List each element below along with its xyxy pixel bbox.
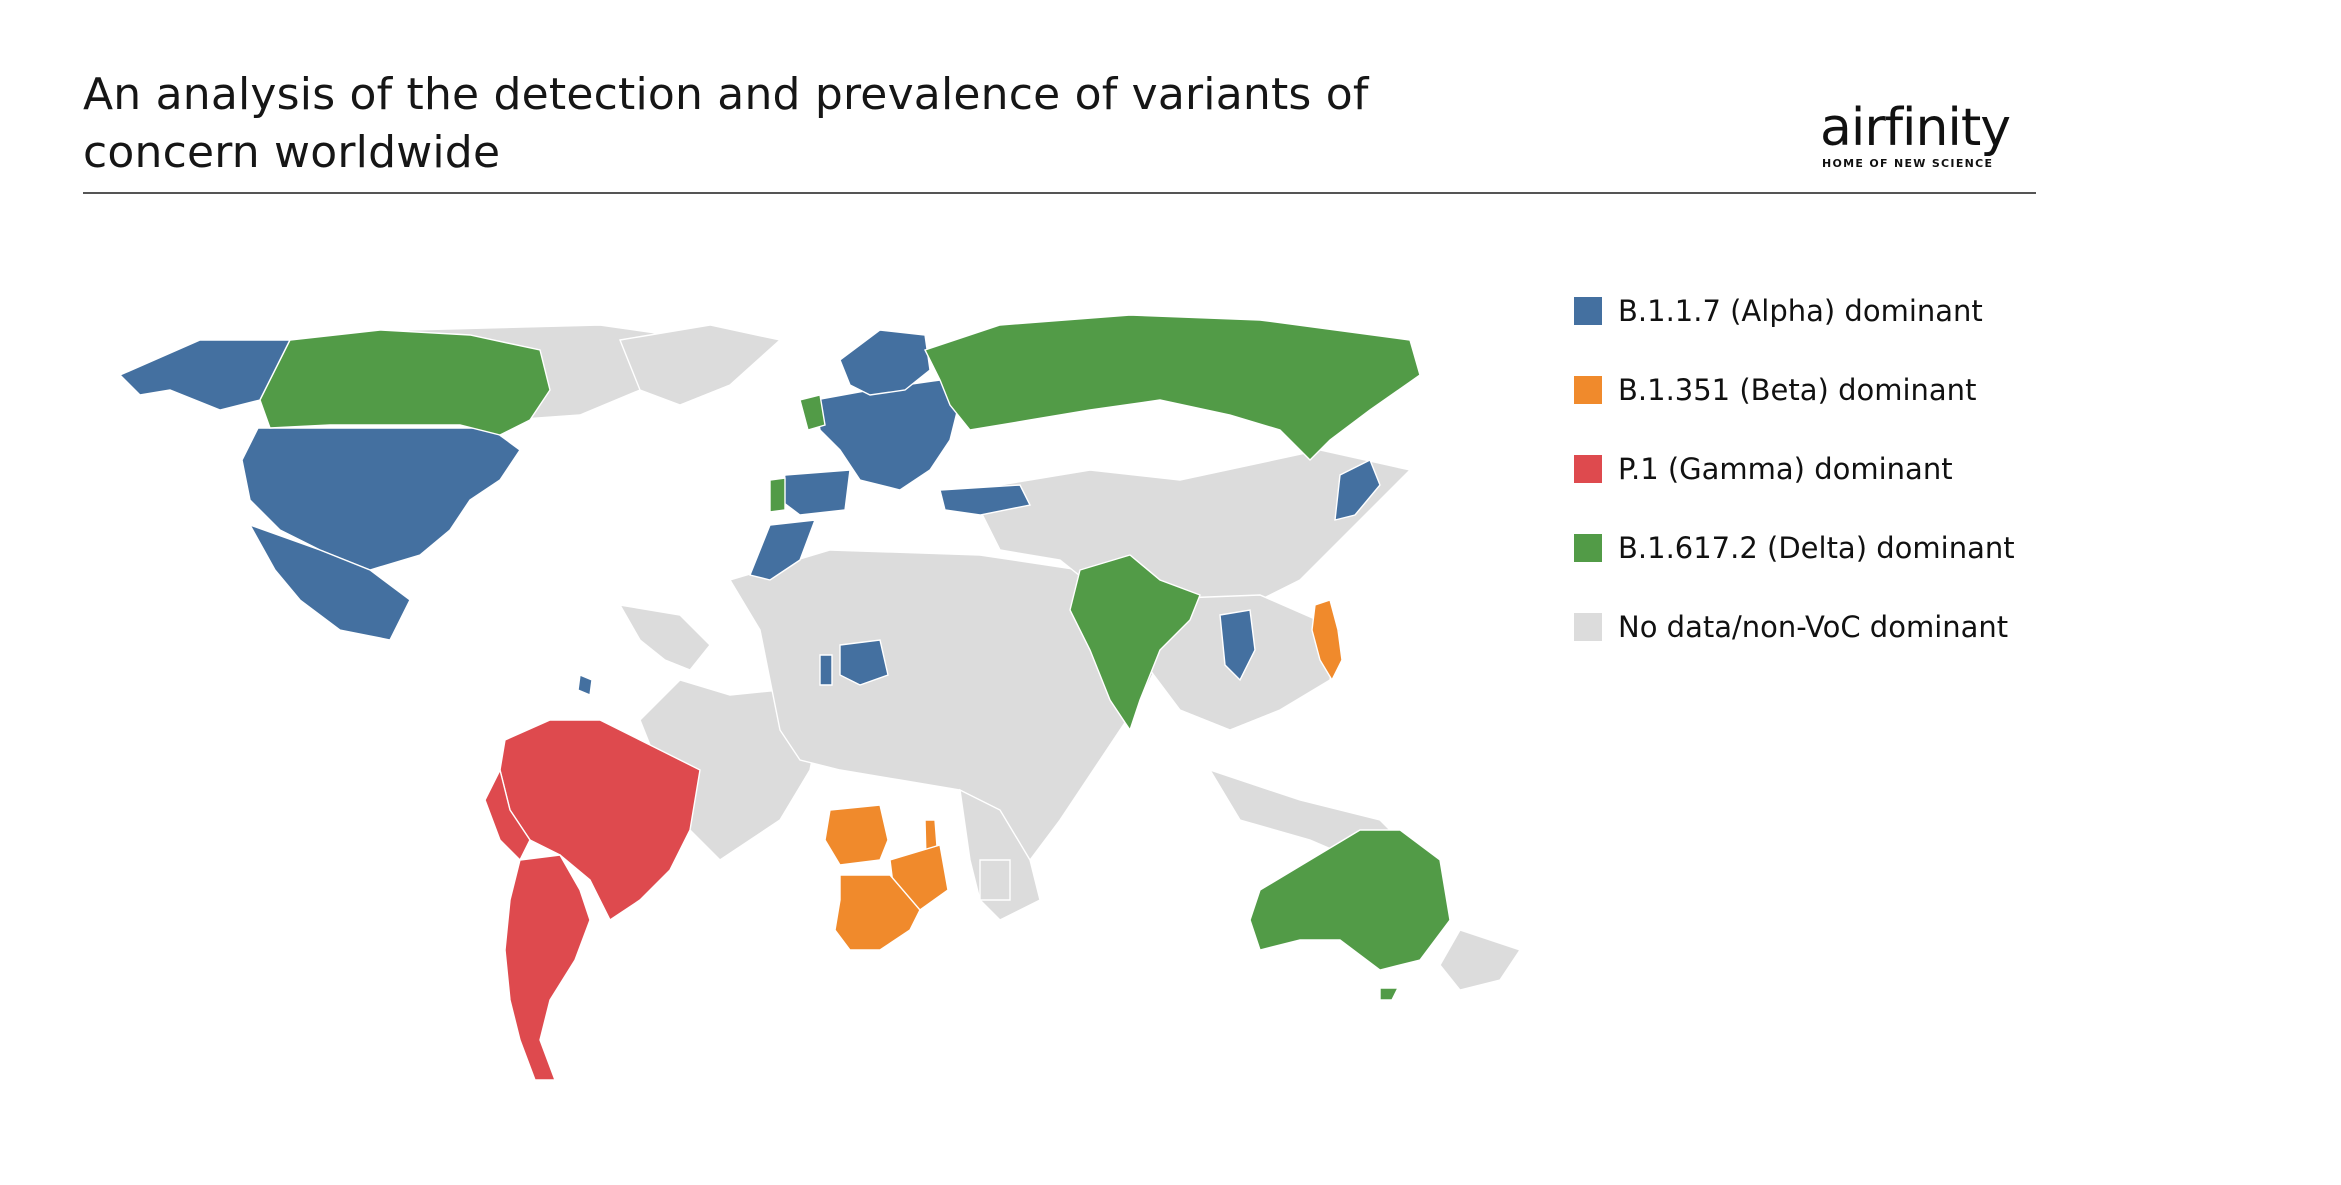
tasmania xyxy=(1379,987,1400,1001)
legend-label-gamma: P.1 (Gamma) dominant xyxy=(1618,452,1953,486)
legend-label-delta: B.1.617.2 (Delta) dominant xyxy=(1618,531,2015,565)
japan xyxy=(1334,459,1381,521)
legend-swatch-none xyxy=(1574,613,1602,641)
philippines xyxy=(1311,599,1343,682)
legend-label-none: No data/non-VoC dominant xyxy=(1618,610,2009,644)
legend-label-beta: B.1.351 (Beta) dominant xyxy=(1618,373,1977,407)
world-map xyxy=(118,314,1522,1081)
legend-swatch-delta xyxy=(1574,534,1602,562)
suriname xyxy=(577,674,593,696)
alpha-regions xyxy=(118,329,1381,696)
legend-swatch-beta xyxy=(1574,376,1602,404)
canada xyxy=(259,329,551,436)
legend-item-beta: B.1.351 (Beta) dominant xyxy=(1574,373,2174,407)
scandinavia xyxy=(839,329,931,396)
south-africa-botswana xyxy=(834,874,921,951)
logo-tagline: HOME OF NEW SCIENCE xyxy=(1822,157,1994,170)
central-europe xyxy=(814,379,961,491)
map-legend: B.1.1.7 (Alpha) dominant B.1.351 (Beta) … xyxy=(1574,294,2174,691)
thailand xyxy=(1219,609,1256,682)
legend-swatch-alpha xyxy=(1574,297,1602,325)
india xyxy=(1069,554,1201,732)
united-states xyxy=(241,427,521,571)
australia xyxy=(1249,829,1451,971)
nigeria xyxy=(839,639,889,686)
spain xyxy=(779,469,851,516)
morocco xyxy=(749,519,817,581)
header-divider xyxy=(83,192,2036,194)
togo xyxy=(819,654,833,686)
alaska xyxy=(118,339,292,411)
angola xyxy=(824,804,889,866)
portugal xyxy=(769,477,786,513)
delta-regions xyxy=(259,314,1451,1001)
gamma-regions xyxy=(484,719,701,1081)
logo-wordmark: airfinity xyxy=(1820,98,2011,158)
beta-regions xyxy=(824,599,1343,951)
airfinity-logo: airfinity HOME OF NEW SCIENCE xyxy=(1820,98,2040,178)
mexico xyxy=(248,523,411,641)
legend-item-none: No data/non-VoC dominant xyxy=(1574,610,2174,644)
legend-item-alpha: B.1.1.7 (Alpha) dominant xyxy=(1574,294,2174,328)
legend-item-delta: B.1.617.2 (Delta) dominant xyxy=(1574,531,2174,565)
argentina-chile xyxy=(504,854,591,1081)
legend-label-alpha: B.1.1.7 (Alpha) dominant xyxy=(1618,294,1983,328)
russia xyxy=(924,314,1421,461)
page-title: An analysis of the detection and prevale… xyxy=(83,69,1369,178)
legend-item-gamma: P.1 (Gamma) dominant xyxy=(1574,452,2174,486)
legend-swatch-gamma xyxy=(1574,455,1602,483)
header: An analysis of the detection and prevale… xyxy=(83,66,2033,182)
united-kingdom xyxy=(799,394,826,431)
turkey xyxy=(939,484,1032,516)
